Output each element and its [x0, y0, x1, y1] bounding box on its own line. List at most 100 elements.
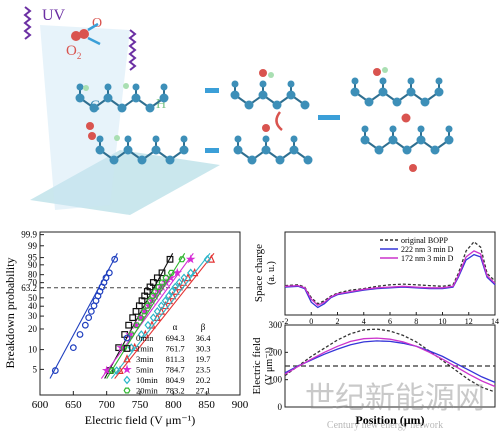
- x-tick-label: 900: [232, 399, 249, 411]
- arrow-icon: [87, 36, 101, 46]
- uv-wave-icon: [23, 6, 32, 40]
- carbon-atom: [275, 155, 285, 165]
- y-tick-label: 80: [28, 270, 38, 280]
- y-tick-label: 70: [28, 278, 38, 288]
- data-point: [149, 313, 157, 323]
- data-point: [149, 279, 157, 286]
- legend-header-beta: β: [201, 322, 206, 332]
- carbon-atom: [290, 135, 298, 143]
- carbon-atom: [350, 87, 360, 97]
- x-tick-label: 800: [165, 399, 182, 411]
- data-point: [166, 255, 174, 263]
- carbon-atom: [160, 83, 168, 91]
- carbon-atom: [152, 135, 160, 143]
- legend-series-name: 5min: [136, 365, 154, 375]
- legend-beta-value: 30.3: [196, 344, 211, 354]
- data-point: [137, 330, 145, 339]
- carbon-atom: [262, 135, 270, 143]
- carbon-atom: [445, 125, 453, 133]
- carbon-atom: [389, 125, 397, 133]
- hydrogen-atom: [114, 135, 120, 141]
- data-point: [203, 254, 211, 264]
- data-point: [171, 282, 179, 292]
- data-point: [101, 365, 112, 375]
- data-point: [129, 314, 137, 322]
- carbon-atom: [378, 87, 388, 97]
- x-tick-label: 10: [439, 317, 447, 326]
- legend-series-name: 0min: [136, 333, 154, 343]
- x-tick-label: 600: [32, 399, 49, 411]
- data-point: [172, 267, 183, 277]
- data-point: [153, 274, 161, 282]
- space-charge-ylabel-unit: (a. u.): [266, 261, 277, 285]
- data-point: [167, 269, 175, 276]
- reaction-arrow-icon: [205, 148, 219, 153]
- carbon-atom: [231, 80, 239, 88]
- carbon-atom: [430, 145, 440, 155]
- x-tick-label: 750: [132, 399, 149, 411]
- weibull-chart: 600 650 700 750 800 850 9005102030405063.27080…: [3, 230, 249, 427]
- carbon-atom: [392, 97, 402, 107]
- carbon-atom: [435, 77, 443, 85]
- y-tick-label: 0: [278, 402, 283, 412]
- data-point: [133, 322, 141, 329]
- carbon-atom: [123, 145, 133, 155]
- data-point: [123, 334, 131, 342]
- legend-beta-value: 19.7: [196, 354, 211, 364]
- space-charge-line: [284, 250, 496, 306]
- weibull-xlabel: Electric field (V μm⁻¹): [85, 413, 195, 427]
- data-point: [122, 364, 132, 374]
- legend-series-name: 20min: [136, 386, 158, 396]
- data-point: [105, 269, 113, 277]
- data-point: [123, 387, 131, 394]
- carbon-atom: [416, 135, 426, 145]
- carbon-atom: [379, 77, 387, 85]
- hydrogen-atom: [83, 85, 89, 91]
- oxygen-atom: [88, 132, 96, 140]
- data-point: [144, 300, 154, 310]
- carbon-atom: [300, 100, 310, 110]
- y-tick-label: 40: [28, 301, 38, 311]
- electric-field-xlabel: Position (μm): [355, 413, 424, 427]
- carbon-atom: [259, 80, 267, 88]
- x-tick-label: 4: [362, 317, 366, 326]
- y-tick-label: 300: [269, 320, 283, 330]
- weibull-series: [106, 253, 186, 379]
- carbon-atom: [244, 100, 254, 110]
- y-tick-label: 20: [28, 324, 38, 334]
- carbon-atom: [151, 145, 161, 155]
- electric-field-line: [284, 328, 496, 393]
- data-point: [87, 307, 95, 315]
- carbon-atom: [417, 125, 425, 133]
- carbon-atom: [261, 145, 271, 155]
- x-tick-label: 8: [414, 317, 418, 326]
- carbon-atom: [247, 155, 257, 165]
- arrow-icon: [87, 22, 99, 32]
- carbon-atom: [132, 83, 140, 91]
- data-point: [158, 279, 166, 286]
- carbon-atom: [137, 155, 147, 165]
- carbon-atom: [76, 83, 84, 91]
- legend-alpha-value: 804.9: [165, 375, 184, 385]
- reaction-arrow-icon: [205, 88, 219, 93]
- data-point: [165, 291, 173, 301]
- data-point: [180, 273, 188, 283]
- carbon-atom: [234, 135, 242, 143]
- y-tick-label: 200: [269, 347, 283, 357]
- electric-field-line: [284, 337, 496, 388]
- y-tick-label: 5: [33, 364, 38, 374]
- carbon-atom: [420, 97, 430, 107]
- o2-label: O2: [66, 43, 81, 61]
- carbon-atom: [233, 145, 243, 155]
- light-beam: [40, 25, 130, 210]
- data-point: [137, 314, 145, 321]
- x-tick-label: 2: [336, 317, 340, 326]
- watermark-title: 世纪新能源网: [305, 382, 485, 415]
- carbon-atom: [117, 103, 127, 113]
- data-point: [108, 367, 116, 374]
- legend-alpha-value: 761.7: [165, 344, 184, 354]
- data-point: [153, 307, 161, 316]
- y-tick-label: 50: [28, 293, 38, 303]
- data-point: [51, 367, 59, 374]
